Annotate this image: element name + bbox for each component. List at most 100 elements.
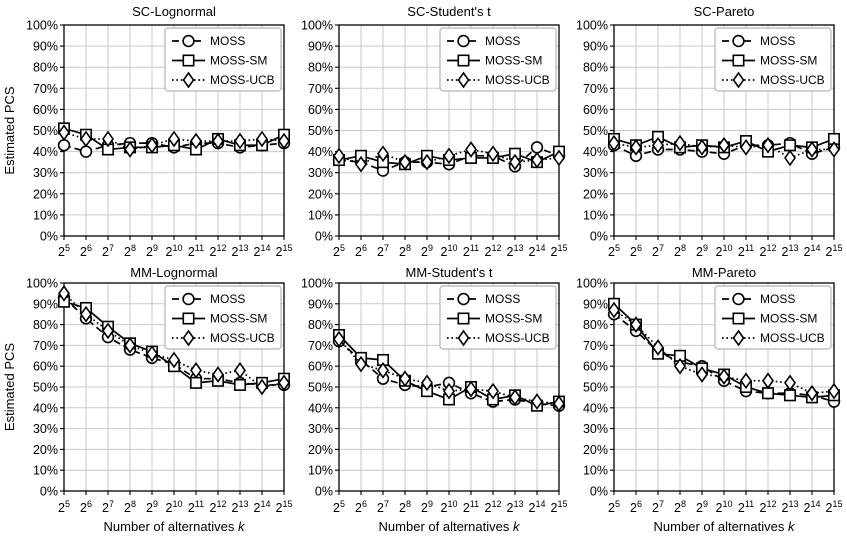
x-tick-label: 214: [804, 243, 821, 259]
diamond-marker: [457, 329, 470, 347]
diamond-marker: [608, 134, 620, 152]
diamond-marker: [718, 368, 730, 385]
y-tick-label: 60%: [583, 360, 608, 374]
x-tick-label: 212: [485, 499, 502, 515]
diamond-marker: [399, 153, 411, 171]
x-tick-label: 29: [696, 499, 708, 515]
y-tick-label: 70%: [33, 82, 58, 96]
diamond-marker: [553, 149, 565, 167]
diamond-marker: [487, 382, 499, 400]
legend: MOSS MOSS-SM MOSS-UCB: [714, 27, 832, 92]
y-tick-label: 0%: [315, 485, 333, 499]
square-marker: [182, 54, 195, 67]
legend-label: MOSS: [760, 292, 795, 306]
square-marker: [783, 139, 796, 152]
y-tick-label: 20%: [308, 187, 333, 201]
diamond-marker: [784, 374, 796, 392]
diamond-marker: [421, 374, 433, 392]
legend-label: MOSS-SM: [210, 54, 267, 68]
diamond-marker: [652, 136, 664, 154]
x-tick-label: 215: [551, 243, 568, 259]
x-tick-label: 211: [463, 243, 479, 259]
square-marker: [182, 312, 195, 325]
x-tick-label: 28: [674, 243, 686, 259]
y-tick-label: 20%: [583, 443, 608, 457]
y-tick-label: 70%: [33, 339, 58, 353]
x-tick-label: 28: [674, 499, 686, 515]
diamond-marker: [608, 301, 620, 319]
y-tick-label: 100%: [26, 19, 58, 33]
diamond-marker: [732, 71, 745, 89]
panel-SC-Lognormal: 0% 10% 20% 30% 40% 50% 60% 70% 80% 90% 100% 25 26 27 2…: [2, 4, 292, 259]
square-marker: [190, 376, 203, 389]
diamond-marker: [182, 329, 195, 347]
diamond-marker: [674, 134, 686, 152]
circle-marker: [457, 34, 470, 48]
legend-label: MOSS-UCB: [485, 73, 550, 87]
axis-ticks: [610, 24, 835, 240]
x-tick-label: 211: [188, 499, 204, 515]
x-tick-label: 27: [377, 243, 389, 259]
diamond-marker: [190, 132, 202, 150]
x-tick-label: 212: [760, 499, 777, 515]
y-tick-label: 10%: [33, 208, 58, 222]
circle-marker: [182, 34, 195, 48]
x-tick-label: 29: [146, 499, 158, 515]
diamond-marker: [58, 124, 70, 141]
x-tick-label: 211: [738, 499, 754, 515]
square-marker: [732, 312, 745, 325]
y-tick-label: 0%: [40, 230, 58, 244]
diamond-marker: [762, 372, 774, 390]
square-marker: [234, 378, 247, 391]
diamond-marker: [168, 351, 180, 369]
x-tick-label: 25: [608, 499, 620, 515]
y-tick-label: 40%: [33, 401, 58, 415]
diamond-marker: [58, 285, 70, 302]
y-tick-label: 30%: [33, 422, 58, 436]
x-tick-label: 214: [804, 499, 821, 515]
x-axis-label: Number of alternatives k: [104, 519, 246, 534]
y-axis-label: Estimated PCS: [2, 86, 17, 174]
y-tick-label: 100%: [301, 277, 333, 291]
x-tick-label: 212: [485, 243, 502, 259]
diamond-marker: [630, 139, 642, 156]
y-tick-label: 90%: [33, 297, 58, 311]
x-tick-label: 213: [782, 499, 799, 515]
y-tick-label: 90%: [583, 40, 608, 54]
x-tick-label: 214: [529, 243, 546, 259]
x-tick-label: 210: [716, 243, 733, 259]
x-tick-label: 211: [463, 499, 479, 515]
y-tick-label: 30%: [583, 422, 608, 436]
legend-label: MOSS: [210, 292, 245, 306]
diamond-marker: [234, 132, 246, 150]
x-tick-label: 211: [738, 243, 754, 259]
circle-marker: [79, 145, 93, 158]
series-line-MOSS-UCB: [338, 338, 560, 405]
x-tick-label: 26: [80, 499, 92, 515]
y-tick-label: 80%: [308, 61, 333, 75]
x-tick-label: 27: [102, 499, 114, 515]
y-tick-label: 60%: [583, 103, 608, 117]
series-line-MOSS-UCB: [338, 148, 560, 166]
square-marker: [457, 312, 470, 325]
diamond-marker: [457, 71, 470, 89]
x-tick-label: 26: [355, 499, 367, 515]
diamond-marker: [421, 153, 433, 171]
diamond-marker: [146, 136, 158, 154]
y-tick-label: 70%: [308, 82, 333, 96]
square-marker: [783, 389, 796, 402]
x-tick-label: 25: [333, 243, 345, 259]
x-tick-label: 28: [124, 499, 136, 515]
y-tick-label: 70%: [583, 82, 608, 96]
x-axis-label: Number of alternatives k: [379, 519, 521, 534]
y-tick-label: 90%: [308, 297, 333, 311]
legend-label: MOSS-SM: [485, 312, 542, 326]
x-tick-label: 212: [760, 243, 777, 259]
diamond-marker: [509, 389, 521, 406]
diamond-marker: [443, 147, 455, 165]
y-tick-label: 0%: [590, 230, 608, 244]
y-tick-label: 90%: [583, 297, 608, 311]
diamond-marker: [234, 361, 246, 379]
y-tick-label: 80%: [33, 318, 58, 332]
